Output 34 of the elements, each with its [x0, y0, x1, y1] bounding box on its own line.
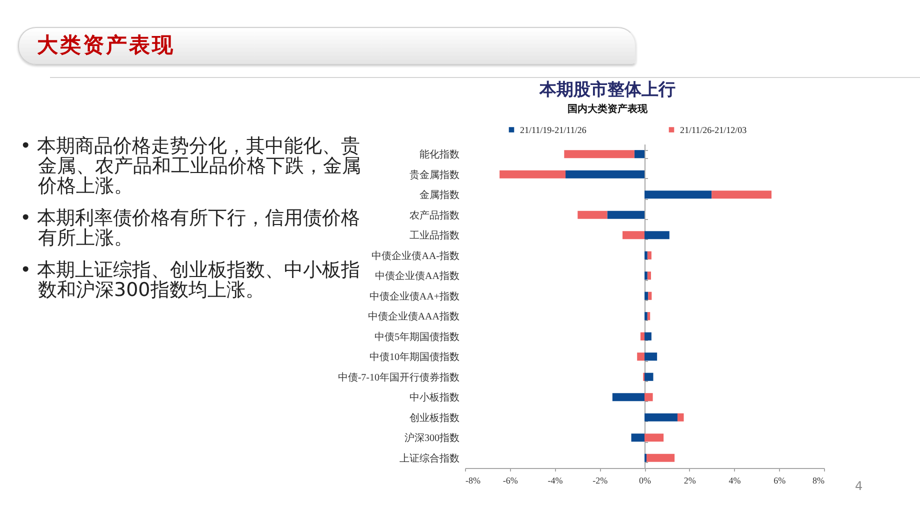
x-tick-label: -2%: [592, 476, 608, 486]
text: • 本期利率债价格有所下行，信用债价格有所上涨。: [20, 207, 362, 249]
legend-label: 21/11/26-21/12/03: [680, 124, 748, 135]
y-tick-label: 中债-7-10年国开行债券指数: [338, 371, 460, 384]
y-tick-label: 中债5年期国债指数: [374, 330, 460, 343]
y-tick-label: 沪深300指数: [404, 432, 460, 444]
y-tick-label: 中小板指数: [410, 392, 460, 404]
x-tick-label: 8%: [812, 476, 825, 486]
x-tick-label: 2%: [684, 476, 696, 486]
y-tick-label: 能化指数: [420, 148, 460, 161]
y-tick-label: 中债10年期国债指数: [370, 351, 460, 364]
x-tick-label: -8%: [466, 476, 481, 486]
x-tick-label: 6%: [774, 476, 786, 486]
chart-subtitle: 国内大类资产表现: [568, 103, 648, 115]
x-tick-label: -4%: [548, 476, 564, 486]
text: 4: [855, 479, 863, 493]
y-tick-label: 上证综合指数: [400, 452, 460, 464]
y-tick-label: 中债企业债AA+指数: [369, 290, 460, 302]
y-tick-label: 中债企业债AA指数: [375, 270, 460, 282]
x-tick-label: 0%: [639, 476, 652, 486]
text: • 本期商品价格走势分化，其中能化、贵金属、农产品和工业品价格下跌，金属价格上涨。: [20, 135, 362, 197]
legend-label: 21/11/19-21/11/26: [520, 124, 587, 135]
x-tick-label: -6%: [502, 476, 518, 486]
text: • 本期上证综指、创业板指数、中小板指数和沪深300指数均上涨。: [20, 259, 362, 301]
y-tick-label: 农产品指数: [410, 209, 460, 222]
chart-title: 本期股市整体上行: [538, 80, 676, 100]
y-tick-label: 中债企业债AAA指数: [368, 310, 460, 323]
y-tick-label: 工业品指数: [410, 230, 460, 242]
y-tick-label: 中债企业债AA-指数: [372, 250, 460, 262]
x-tick-label: 4%: [728, 476, 742, 486]
text: 大类资产表现: [37, 32, 175, 58]
y-tick-label: 创业板指数: [410, 412, 460, 424]
y-tick-label: 贵金属指数: [410, 168, 460, 181]
y-tick-label: 金属指数: [420, 189, 460, 202]
